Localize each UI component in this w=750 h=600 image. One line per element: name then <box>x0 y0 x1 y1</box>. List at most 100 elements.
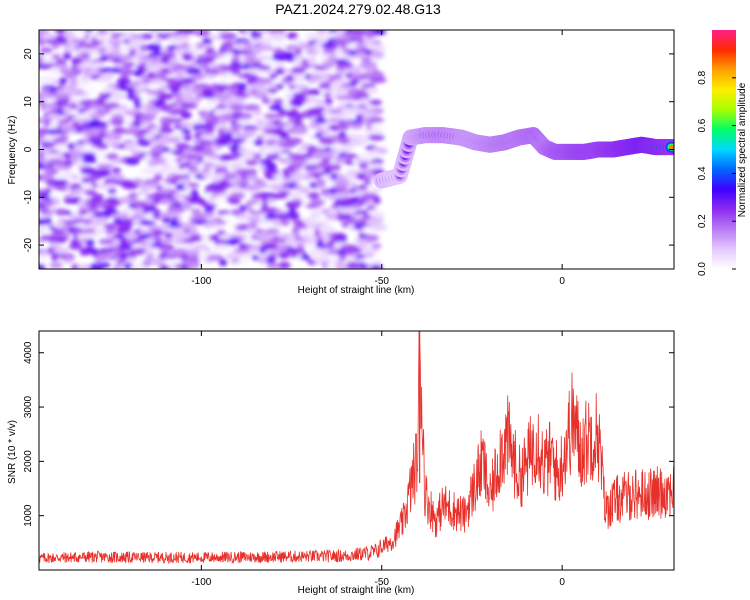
heatmap-cell <box>105 72 115 80</box>
heatmap-cell <box>119 213 129 221</box>
heatmap-cell <box>230 251 243 260</box>
heatmap-cell <box>305 203 321 209</box>
colorbar-gradient <box>712 30 736 269</box>
heatmap-cell <box>138 58 151 65</box>
heatmap-cell <box>149 146 168 154</box>
heatmap-cell <box>97 30 108 35</box>
heatmap-cell <box>91 128 102 134</box>
heatmap-cell <box>261 59 279 66</box>
heatmap-cell <box>218 258 228 267</box>
heatmap-cell <box>181 177 192 184</box>
heatmap-cell <box>185 67 202 75</box>
heatmap-cell <box>153 61 165 70</box>
heatmap-cell <box>371 151 381 159</box>
heatmap-cell <box>141 33 154 40</box>
heatmap-cell <box>257 64 271 71</box>
heatmap-cell <box>144 168 160 174</box>
heatmap-cell <box>308 122 323 129</box>
heatmap-cell <box>238 256 250 265</box>
heatmap-cell <box>324 98 333 105</box>
heatmap-cell <box>204 57 215 63</box>
heatmap-cell <box>124 42 141 50</box>
heatmap-cell <box>369 77 387 83</box>
heatmap-cell <box>98 121 109 129</box>
snr-frame <box>38 330 675 571</box>
y-tick-label: -20 <box>23 237 34 252</box>
y-tick-label: 2000 <box>23 450 34 473</box>
heatmap-cell <box>373 71 385 80</box>
heatmap-cell <box>315 182 326 189</box>
heatmap-cell <box>112 133 123 141</box>
heatmap-cell <box>213 198 229 206</box>
heatmap-cell <box>269 33 288 41</box>
heatmap-cell <box>343 119 355 126</box>
heatmap-cell <box>188 227 199 235</box>
heatmap-cell <box>222 113 235 122</box>
heatmap-cell <box>287 211 300 220</box>
heatmap-cell <box>305 96 319 105</box>
heatmap-cell <box>333 192 349 200</box>
heatmap-cell <box>110 113 125 121</box>
heatmap-cell <box>76 264 93 269</box>
heatmap-cell <box>244 52 257 60</box>
heatmap-cell <box>160 237 174 244</box>
heatmap-cell <box>334 86 349 94</box>
snr-y-ticks: 1000 2000 3000 4000 <box>23 341 674 527</box>
heatmap-cell <box>313 118 329 124</box>
heatmap-cell <box>248 210 265 216</box>
heatmap-cell <box>243 129 257 137</box>
heatmap-cell <box>111 158 122 165</box>
heatmap-cell <box>166 118 184 124</box>
heatmap-cell <box>81 152 97 159</box>
heatmap-cell <box>280 218 290 226</box>
heatmap-cell <box>186 96 202 104</box>
heatmap-cell <box>245 227 256 234</box>
heatmap-cell <box>370 224 388 231</box>
x-tick-label: -100 <box>191 276 211 287</box>
heatmap-cell <box>64 257 74 263</box>
colorbar: 0.0 0.2 0.4 0.6 0.8 Normalized spectral ampl… <box>697 30 748 276</box>
heatmap-cell <box>97 47 108 55</box>
heatmap-cell <box>373 39 382 46</box>
heatmap-cell <box>95 108 113 115</box>
heatmap-cell <box>277 109 291 116</box>
heatmap-cell <box>230 162 244 168</box>
heatmap-cell <box>142 258 152 267</box>
heatmap-cell <box>136 138 153 147</box>
heatmap-cell <box>78 208 87 216</box>
heatmap-cell <box>338 253 347 261</box>
heatmap-cell <box>181 202 193 211</box>
heatmap-cell <box>214 93 228 100</box>
heatmap-cell <box>139 113 157 121</box>
heatmap-cell <box>229 197 241 205</box>
heatmap-cell <box>272 173 284 179</box>
heatmap-cell <box>370 51 385 59</box>
heatmap-cell <box>255 77 274 85</box>
heatmap-cell <box>152 229 164 236</box>
heatmap-cell <box>44 38 62 45</box>
heatmap-cell <box>168 179 178 185</box>
heatmap-cell <box>268 104 287 111</box>
snr-y-label: SNR (10 * v/v) <box>7 420 18 484</box>
heatmap-cell <box>370 111 380 120</box>
spectrogram-x-label: Height of straight line (km) <box>298 285 415 296</box>
heatmap-cell <box>361 247 379 256</box>
heatmap-cell <box>369 259 383 267</box>
heatmap-cell <box>89 118 101 126</box>
colorbar-tick-label: 0.4 <box>697 166 708 180</box>
heatmap-cell <box>316 36 327 44</box>
heatmap-cell <box>152 77 165 85</box>
heatmap-cell <box>95 168 112 177</box>
heatmap-cell <box>209 248 220 256</box>
heatmap-cell <box>208 153 222 160</box>
heatmap-cell <box>39 257 49 265</box>
heatmap-cell <box>190 49 200 56</box>
heatmap-cell <box>181 30 197 35</box>
heatmap-cell <box>189 42 198 50</box>
heatmap-cell <box>208 222 223 228</box>
heatmap-cell <box>359 163 368 170</box>
heatmap-cell <box>54 143 67 150</box>
heatmap-cell <box>240 63 251 70</box>
heatmap-cell <box>357 138 370 144</box>
heatmap-cell <box>39 39 46 46</box>
